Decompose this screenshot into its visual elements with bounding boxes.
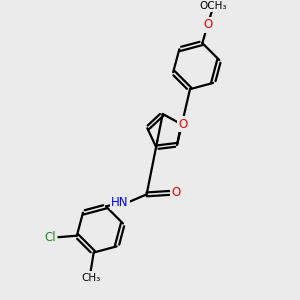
Text: OCH₃: OCH₃ <box>199 1 227 11</box>
Text: O: O <box>171 186 181 200</box>
Text: HN: HN <box>111 196 129 208</box>
Text: Cl: Cl <box>44 231 56 244</box>
Text: O: O <box>203 18 212 31</box>
Text: O: O <box>178 118 187 130</box>
Text: CH₃: CH₃ <box>81 273 100 283</box>
